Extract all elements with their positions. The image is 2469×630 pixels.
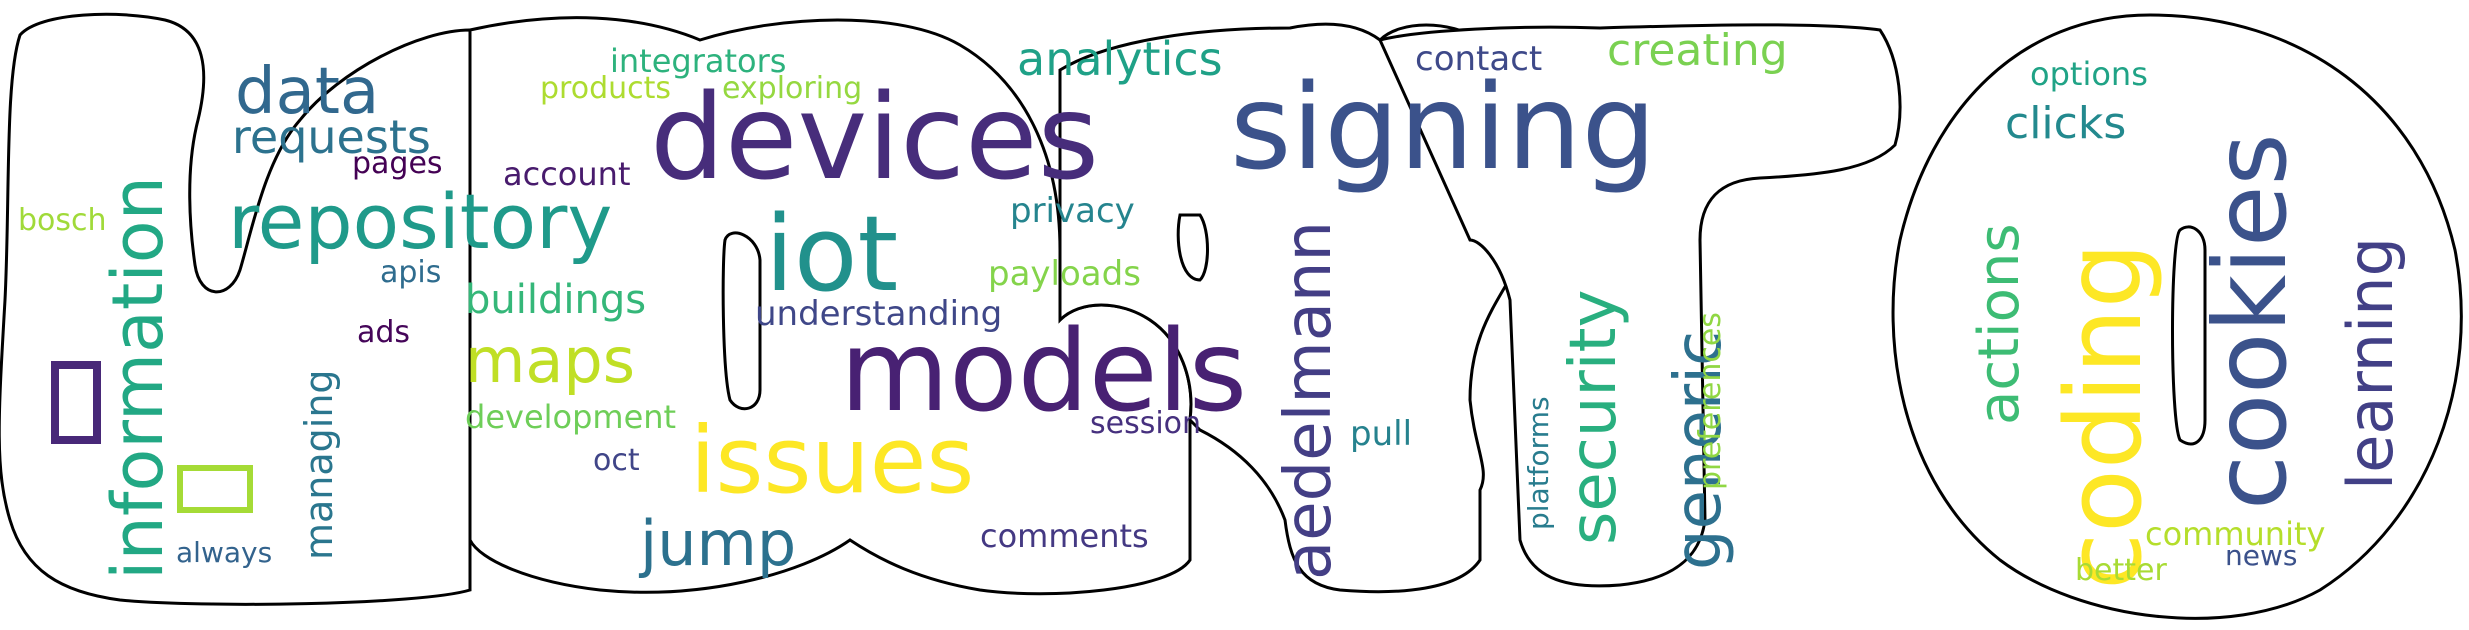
letter-t-outline [1377, 23, 1902, 588]
cloud-word-coding: coding [2043, 242, 2165, 590]
cloud-word-payloads: payloads [988, 254, 1141, 294]
cloud-word-creating: creating [1607, 25, 1788, 76]
cloud-word-platforms: platforms [1522, 396, 1555, 530]
cloud-word-exploring: exploring [722, 71, 862, 106]
cloud-word-maps: maps [465, 324, 635, 397]
cloud-word-clicks: clicks [2005, 98, 2126, 149]
cloud-word-actions: actions [1967, 223, 2032, 425]
cloud-word-options: options [2030, 55, 2148, 93]
cloud-word-better: better [2075, 553, 2167, 588]
cloud-word-privacy: privacy [1010, 191, 1135, 231]
cloud-word-products: products [540, 71, 671, 106]
cloud-word-understanding: understanding [755, 294, 1002, 334]
cloud-word-development: development [465, 398, 676, 436]
cloud-word-cookies: cookies [2192, 133, 2309, 510]
letter-r-counter [1176, 213, 1209, 282]
cloud-word-analytics: analytics [1017, 32, 1223, 86]
letter-outline [0, 12, 2463, 620]
decorative-rect-purple [51, 361, 101, 444]
cloud-word-session: session [1090, 406, 1201, 441]
cloud-word-always: always [176, 536, 272, 569]
cloud-word-community: community [2145, 515, 2325, 553]
letter-u-outline [0, 12, 472, 606]
cloud-word-generic: generic [1662, 331, 1736, 570]
cloud-word-models: models [840, 307, 1247, 437]
cloud-word-apis: apis [380, 255, 441, 290]
cloud-word-ads: ads [357, 315, 410, 350]
cloud-word-preferences: preferences [1693, 312, 1728, 490]
cloud-word-managing: managing [297, 369, 341, 560]
cloud-word-bosch: bosch [18, 203, 107, 238]
cloud-word-requests: requests [232, 110, 431, 164]
cloud-word-aedelmann: aedelmann [1272, 221, 1346, 580]
decorative-rect-green [177, 465, 253, 513]
cloud-word-data: data [235, 55, 379, 129]
cloud-word-signing: signing [1230, 58, 1656, 196]
cloud-word-information: information [97, 176, 179, 580]
cloud-word-buildings: buildings [465, 277, 646, 323]
cloud-word-pages: pages [352, 146, 443, 181]
cloud-word-account: account [503, 155, 630, 193]
cloud-word-comments: comments [980, 517, 1149, 555]
cloud-word-devices: devices [650, 68, 1099, 206]
cloud-word-jump: jump [638, 507, 796, 580]
letter-o-outline [1891, 13, 2463, 620]
cloud-word-repository: repository [228, 177, 612, 266]
cloud-word-security: security [1557, 289, 1631, 545]
cloud-word-learning: learning [2334, 237, 2407, 490]
cloud-word-iot: iot [765, 193, 898, 315]
letter-e-counter [721, 231, 762, 411]
cloud-word-integrators: integrators [610, 42, 786, 80]
cloud-word-contact: contact [1415, 39, 1542, 79]
cloud-word-oct: oct [593, 443, 640, 478]
cloud-word-issues: issues [690, 407, 974, 514]
cloud-word-pull: pull [1350, 414, 1412, 454]
letter-r-outline [1058, 22, 1532, 594]
cloud-word-news: news [2225, 539, 2297, 572]
